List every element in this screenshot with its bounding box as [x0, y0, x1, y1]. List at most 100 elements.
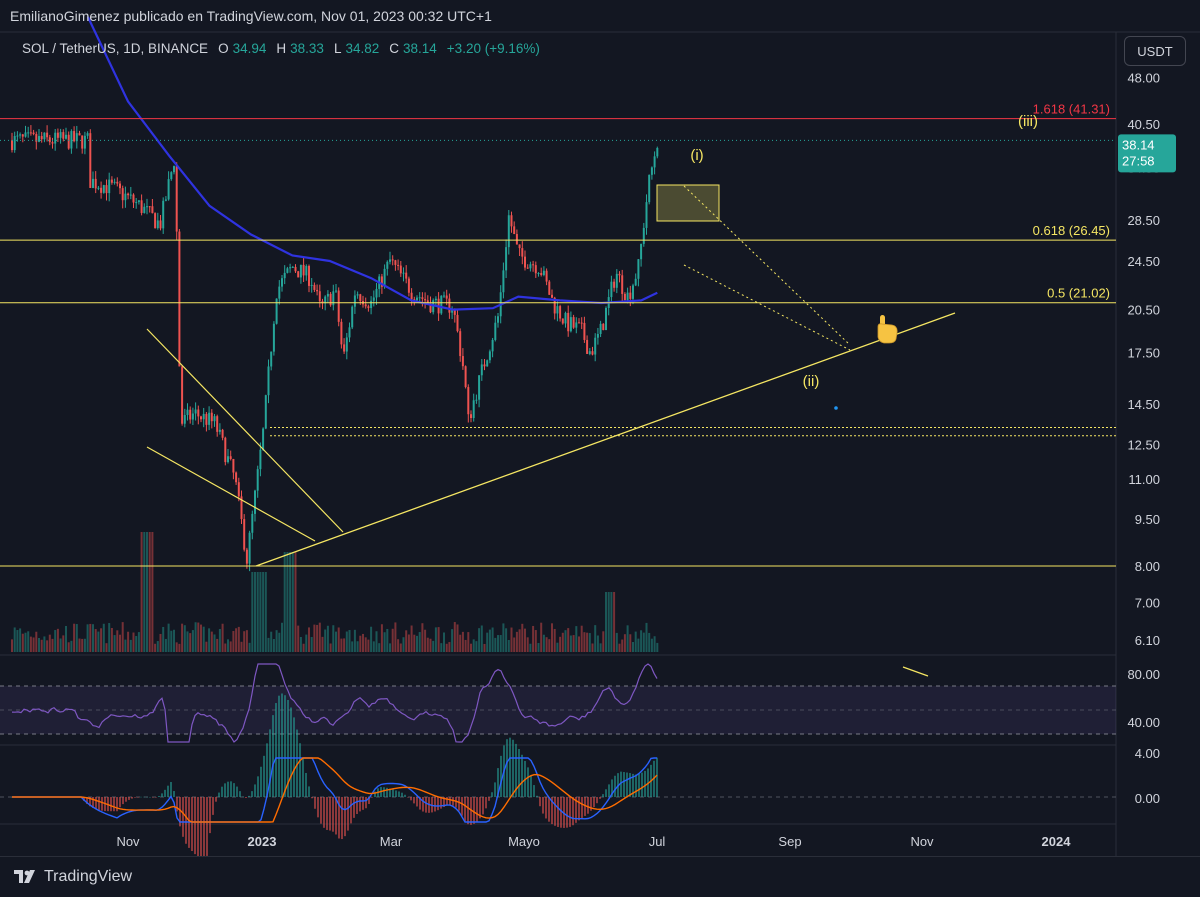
volume-bar — [432, 640, 435, 652]
candle-body — [486, 360, 489, 367]
macd-hist-bar — [143, 796, 145, 798]
volume-bar — [191, 630, 194, 652]
volume-bar — [51, 638, 54, 652]
volume-bar — [345, 631, 348, 652]
macd-hist-bar — [611, 779, 613, 797]
macd-hist-bar — [446, 797, 448, 806]
volume-bar — [110, 627, 113, 652]
macd-hist-bar — [554, 797, 556, 826]
candle-body — [472, 400, 475, 419]
volume-bar — [13, 627, 16, 652]
candle-body — [113, 181, 116, 183]
candle-body — [121, 188, 124, 201]
macd-hist-bar — [356, 797, 358, 814]
currency-button[interactable]: USDT — [1124, 36, 1186, 66]
macd-hist-bar — [323, 797, 325, 828]
volume-bar — [197, 622, 200, 652]
macd-hist-bar — [491, 792, 493, 797]
candle-body — [648, 174, 651, 203]
macd-hist-bar — [542, 797, 544, 814]
volume-bar — [313, 624, 316, 652]
volume-bar — [175, 642, 178, 652]
volume-bar — [372, 641, 375, 652]
candle-body — [256, 469, 259, 491]
candle-body — [632, 285, 634, 299]
volume-bar — [89, 623, 92, 652]
volume-bar — [443, 632, 445, 652]
open-value: 34.94 — [232, 41, 267, 56]
time-tick: Jul — [649, 834, 666, 849]
volume-bar — [83, 638, 86, 652]
candle-body — [626, 292, 629, 301]
volume-bar — [429, 638, 432, 652]
marker-dot — [834, 406, 838, 410]
candle-body — [623, 293, 626, 301]
volume-bar — [100, 628, 103, 652]
macd-hist-bar — [194, 797, 196, 855]
volume-bar — [626, 625, 629, 652]
close-value: 38.14 — [403, 41, 437, 56]
price-tick: 8.00 — [1135, 559, 1160, 574]
volume-bar — [602, 631, 605, 652]
volume-bar — [154, 643, 157, 652]
volume-bar — [356, 641, 359, 652]
candle-body — [389, 259, 391, 262]
candle-body — [629, 292, 632, 299]
time-tick: Sep — [778, 834, 801, 849]
candle-body — [380, 276, 383, 287]
macd-hist-bar — [521, 754, 523, 797]
candle-body — [316, 289, 319, 292]
symbol-label[interactable]: SOL / TetherUS, 1D, BINANCE — [22, 41, 209, 56]
volume-bar — [183, 625, 186, 652]
volume-bar — [494, 637, 497, 652]
candle-body — [38, 136, 40, 142]
candle-body — [640, 243, 643, 260]
candle-body — [59, 132, 62, 138]
moving-average-line — [86, 16, 658, 311]
volume-bar — [189, 633, 192, 652]
candle-body — [405, 272, 408, 279]
tradingview-brand: TradingView — [44, 868, 133, 885]
candle-body — [542, 270, 545, 275]
price-tick: 48.00 — [1127, 71, 1160, 86]
candle-body — [653, 156, 656, 168]
macd-hist-bar — [329, 797, 331, 831]
macd-hist-bar — [440, 797, 442, 809]
candle-body — [621, 275, 624, 294]
time-tick: Mayo — [508, 834, 540, 849]
candle-body — [262, 428, 265, 450]
candle-body — [564, 312, 567, 324]
wave-label-iii: (iii) — [1018, 113, 1038, 130]
volume-bar — [283, 552, 286, 652]
macd-hist-bar — [482, 797, 484, 815]
tradingview-logo[interactable]: TradingView — [14, 868, 132, 886]
macd-hist-bar — [155, 797, 157, 798]
macd-histogram — [11, 693, 658, 863]
candle-body — [650, 167, 653, 175]
candle-body — [583, 322, 586, 340]
volume-bar — [380, 624, 383, 652]
volume-bar — [19, 628, 22, 652]
pointing-hand-palm — [877, 323, 898, 344]
macd-hist-bar — [242, 796, 244, 798]
macd-hist-bar — [170, 782, 172, 797]
volume-bar — [378, 643, 381, 652]
candle-body — [227, 456, 229, 463]
candle-body — [594, 337, 597, 355]
time-tick: Mar — [380, 834, 403, 849]
candle-body — [429, 303, 432, 313]
candle-body — [459, 331, 462, 357]
candle-body — [259, 449, 262, 470]
candle-body — [645, 202, 648, 228]
macd-hist-bar — [512, 739, 514, 797]
volume-bar — [218, 628, 221, 652]
macd-hist-bar — [359, 797, 361, 812]
macd-hist-bar — [632, 773, 634, 797]
candle-body — [178, 231, 181, 367]
macd-hist-bar — [500, 755, 502, 797]
volume-bar — [105, 643, 108, 652]
candle-body — [148, 206, 151, 208]
volume-bar — [610, 592, 613, 652]
